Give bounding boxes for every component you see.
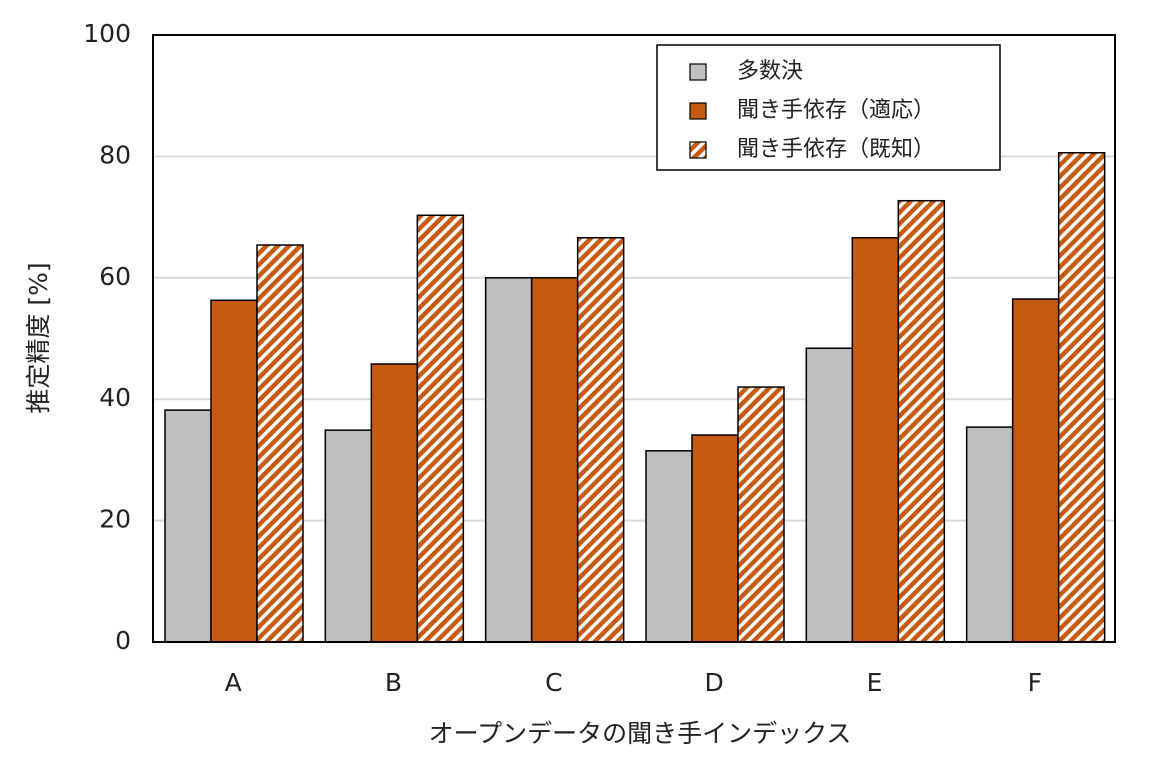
y-tick-label: 60 [99, 262, 131, 291]
bar [416, 214, 465, 643]
legend-label: 聞き手依存（適応） [737, 98, 935, 123]
x-tick-label: F [1028, 668, 1042, 697]
x-axis-label: オープンデータの聞き手インデックス [429, 719, 852, 748]
legend-box [656, 44, 1001, 171]
legend-marker [689, 63, 707, 81]
y-tick-label: 80 [99, 140, 131, 169]
x-tick-label: B [385, 668, 402, 697]
bar [691, 434, 739, 643]
legend-marker [689, 141, 707, 159]
x-tick-label: A [225, 668, 242, 697]
x-tick-label: D [705, 668, 724, 697]
bar [851, 236, 900, 643]
bar [897, 199, 946, 643]
bar [164, 409, 212, 643]
bar [1011, 298, 1060, 643]
bar [1057, 152, 1106, 643]
bar [256, 244, 304, 643]
legend-label: 聞き手依存（既知） [737, 137, 935, 162]
bar [484, 277, 533, 643]
bar [210, 299, 258, 643]
legend-marker [689, 102, 707, 120]
bar [370, 363, 419, 643]
bar [576, 236, 625, 643]
bar [737, 386, 785, 643]
y-tick-label: 40 [99, 383, 131, 412]
y-tick-label: 20 [99, 505, 131, 534]
bar [645, 450, 693, 643]
y-axis-label: 推定精度 [%] [24, 262, 53, 413]
y-tick-label: 100 [83, 19, 131, 48]
bar [965, 426, 1014, 643]
plot-frame [152, 34, 1116, 643]
bar [805, 347, 854, 643]
x-tick-label: C [545, 668, 562, 697]
x-tick-label: E [867, 668, 883, 697]
bar [530, 277, 579, 643]
legend-label: 多数決 [737, 59, 803, 84]
y-tick-label: 0 [115, 626, 131, 655]
bar [324, 429, 373, 643]
